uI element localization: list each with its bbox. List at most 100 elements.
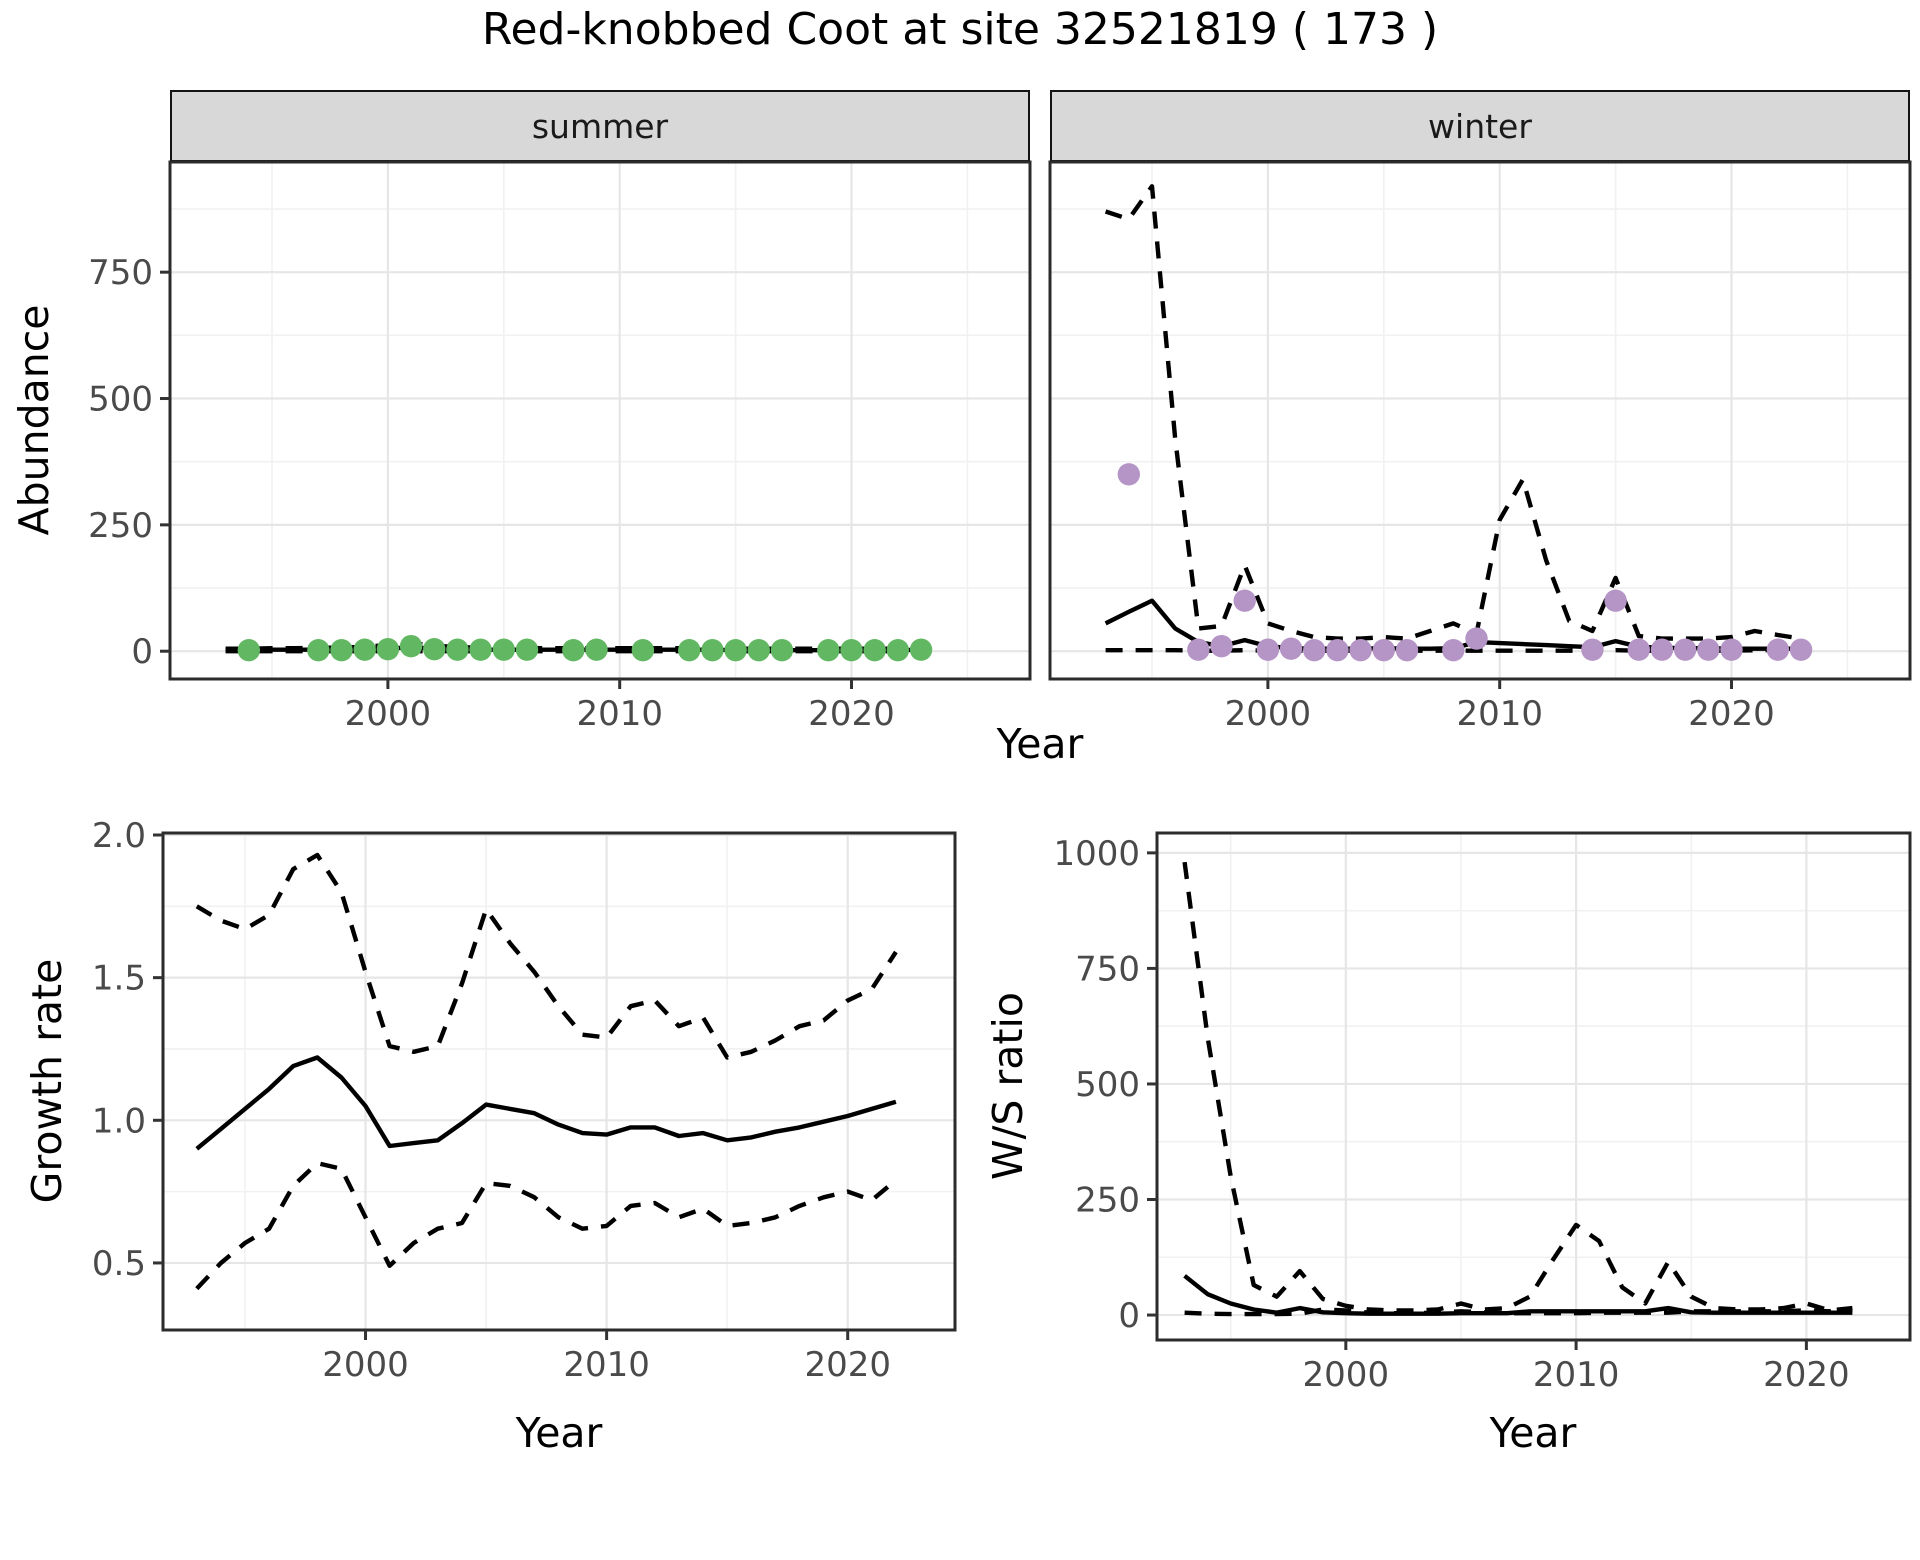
y-tick-label: 1.5 [92, 959, 146, 999]
data-point [307, 638, 330, 662]
data-point [1650, 638, 1674, 661]
data-point [562, 638, 585, 662]
data-point [1442, 638, 1465, 662]
y-tick-label: 500 [88, 380, 153, 420]
upper_ci-line [1182, 861, 1853, 1313]
facet-strip-summer: summer [170, 90, 1030, 162]
y-tick-label: 500 [1075, 1065, 1140, 1105]
y-tick-label: 0.5 [92, 1244, 146, 1284]
data-point [1697, 638, 1720, 661]
panel-border [1048, 160, 1912, 681]
panel-border [161, 831, 957, 1332]
data-point [631, 638, 655, 662]
panel-background [1157, 833, 1910, 1340]
data-point [1766, 638, 1790, 661]
data-point [1326, 638, 1349, 662]
data-point [1627, 638, 1650, 661]
data-point [1720, 638, 1743, 661]
data-point [585, 638, 608, 661]
data-point [399, 634, 423, 658]
panel-growth-rate: 2000 2010 2020 0.5 1.0 1.5 2.0 [92, 816, 957, 1385]
y-tick-label: 0 [131, 632, 153, 672]
y-tick-label: 750 [88, 253, 153, 293]
x-tick-label: 2010 [1456, 694, 1543, 734]
data-point [1256, 638, 1280, 661]
y-tick-label: 250 [1075, 1181, 1140, 1221]
panel-ws-ratio: 2000 2010 2020 0 250 500 750 1000 [1053, 831, 1912, 1395]
top-year-axis-title: Year [996, 720, 1084, 768]
growth-rate-axis-title: Growth rate [23, 958, 71, 1204]
data-point [1673, 638, 1697, 661]
data-point [1465, 627, 1488, 650]
data-point [724, 638, 747, 662]
data-point [886, 638, 910, 662]
y-tick-label: 750 [1075, 949, 1140, 989]
x-tick-label: 2010 [1533, 1355, 1620, 1395]
facet-strip-summer-label: summer [531, 106, 669, 146]
data-point [237, 638, 261, 662]
panel-abundance-winter: 2000 2010 2020 [1048, 160, 1912, 734]
abundance-axis-title: Abundance [10, 304, 58, 536]
panel-background [1050, 162, 1910, 679]
data-point [840, 638, 863, 662]
upper_ci-line [1104, 184, 1802, 641]
x-tick-label: 2000 [1303, 1355, 1390, 1395]
x-tick-label: 2000 [1225, 694, 1312, 734]
y-tick-label: 0 [1118, 1296, 1140, 1336]
data-point [330, 638, 353, 662]
y-tick-label: 2.0 [92, 816, 146, 856]
x-tick-label: 2010 [563, 1345, 650, 1385]
data-point [1210, 634, 1233, 658]
data-point [446, 638, 469, 661]
ws-ratio-year-axis-title: Year [1489, 1409, 1577, 1457]
y-tick-label: 1.0 [92, 1101, 146, 1141]
data-point [701, 638, 724, 662]
ws-ratio-axis-title: W/S ratio [984, 992, 1032, 1180]
median-line [195, 1055, 897, 1151]
data-point [747, 638, 770, 662]
data-point [1117, 463, 1141, 486]
data-point [1187, 638, 1210, 661]
data-point [492, 638, 516, 661]
x-tick-label: 2020 [804, 1345, 891, 1385]
panel-border [168, 160, 1032, 681]
data-point [353, 638, 376, 661]
upper_ci-line [195, 852, 898, 1060]
facet-strip-winter-label: winter [1428, 106, 1532, 146]
x-tick-label: 2000 [345, 694, 432, 734]
data-point [1279, 637, 1303, 660]
x-tick-label: 2020 [1688, 694, 1775, 734]
data-point [770, 638, 794, 662]
data-point [909, 638, 933, 661]
x-tick-label: 2000 [322, 1345, 409, 1385]
data-point [1395, 638, 1419, 662]
growth-rate-year-axis-title: Year [515, 1409, 603, 1457]
data-point [515, 638, 539, 661]
data-point [863, 638, 886, 662]
x-tick-label: 2020 [808, 694, 895, 734]
data-point [469, 638, 492, 661]
data-point [1581, 638, 1604, 661]
data-point [1303, 638, 1326, 662]
y-tick-label: 250 [88, 506, 153, 546]
data-point [1604, 589, 1627, 612]
median-line [1183, 1274, 1853, 1316]
figure-title: Red-knobbed Coot at site 32521819 ( 173 … [481, 4, 1439, 55]
facet-strip-winter: winter [1050, 90, 1910, 162]
y-tick-label: 1000 [1053, 834, 1140, 874]
data-point [423, 637, 446, 661]
panel-abundance-summer: 2000 2010 2020 0 250 500 750 [88, 160, 1032, 734]
data-point [1372, 638, 1396, 662]
x-tick-label: 2010 [576, 694, 663, 734]
data-point [817, 638, 840, 662]
panel-background [163, 833, 955, 1330]
data-point [1789, 638, 1813, 661]
data-point [1349, 638, 1372, 662]
x-tick-label: 2020 [1763, 1355, 1850, 1395]
panel-border [1155, 831, 1912, 1342]
data-point [1233, 589, 1256, 612]
panel-background [170, 162, 1030, 679]
data-point [376, 637, 400, 661]
